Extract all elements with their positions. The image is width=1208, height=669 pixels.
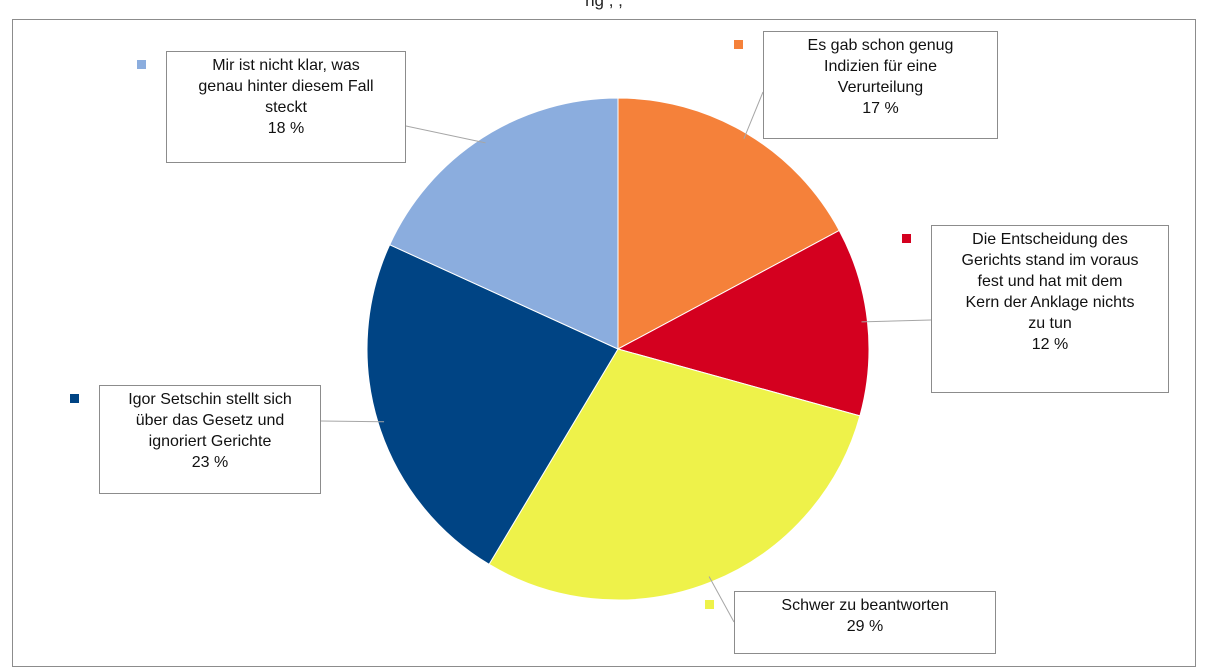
slice-value: 29 % [846,618,884,635]
slice-label: Schwer zu beantworten [781,597,949,614]
pie-slice [488,348,861,601]
legend-swatch [902,234,911,243]
leader-line [320,420,385,423]
data-label: Schwer zu beantworten 29 % [705,591,996,654]
slice-label: Die Entscheidung des Gerichts stand im v… [961,231,1139,332]
legend-swatch [705,600,714,609]
pie-slice [389,97,619,350]
slice-value: 18 % [267,120,305,137]
leader-line [861,319,932,323]
data-label: Mir ist nicht klar, was genau hinter die… [137,51,406,163]
pie-slice [617,97,840,350]
data-label: Igor Setschin stellt sich über das Geset… [70,385,321,494]
legend-swatch [70,394,79,403]
pie-slice [366,244,619,566]
slice-label: Es gab schon genug Indizien für eine Ver… [807,37,954,96]
slice-value: 23 % [191,454,229,471]
slice-label: Mir ist nicht klar, was genau hinter die… [198,57,374,116]
slice-value: 12 % [1031,336,1069,353]
data-label: Es gab schon genug Indizien für eine Ver… [734,31,998,139]
slice-value: 17 % [862,100,899,117]
leader-line [405,125,486,144]
legend-swatch [734,40,743,49]
leader-line [743,91,764,139]
legend-swatch [137,60,146,69]
data-label: Die Entscheidung des Gerichts stand im v… [902,225,1169,393]
leader-line [708,576,735,623]
truncated-title: ng , , [585,0,623,10]
slice-label: Igor Setschin stellt sich über das Geset… [128,391,292,450]
